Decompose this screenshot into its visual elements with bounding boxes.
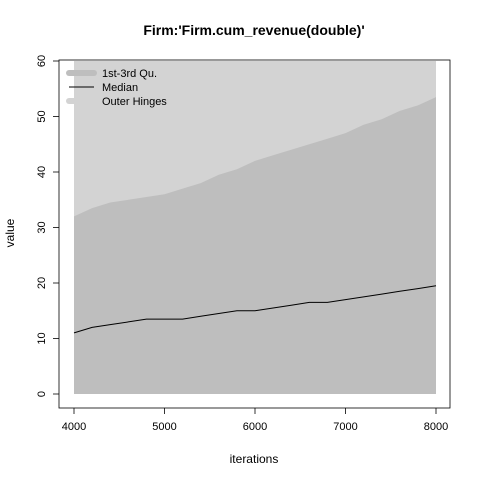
y-axis-label: value [3,218,17,247]
x-tick-label: 7000 [333,421,357,433]
legend-label-outer-hinges: Outer Hinges [102,96,167,108]
y-tick-label: 50 [36,110,48,122]
x-tick-label: 4000 [62,421,86,433]
legend-label-quartiles: 1st-3rd Qu. [102,68,157,80]
y-tick-label: 0 [36,391,48,397]
plot-area [73,61,437,394]
y-tick-label: 30 [36,221,48,233]
x-axis-label: iterations [230,452,279,466]
x-tick-label: 6000 [243,421,267,433]
quartile-area [74,97,436,394]
y-tick-label: 20 [36,277,48,289]
y-axis: 0 10 20 30 40 50 60 [36,55,59,397]
y-tick-label: 40 [36,166,48,178]
legend-label-median: Median [102,82,138,94]
legend: 1st-3rd Qu. Median Outer Hinges [66,68,167,108]
x-tick-label: 8000 [424,421,448,433]
chart-title: Firm:'Firm.cum_revenue(double)' [143,22,364,38]
plot-frame [58,59,451,409]
x-tick-label: 5000 [152,421,176,433]
y-tick-label: 10 [36,332,48,344]
x-axis: 4000 5000 6000 7000 8000 [62,408,448,433]
median-line [73,285,437,334]
y-tick-label: 60 [36,55,48,67]
